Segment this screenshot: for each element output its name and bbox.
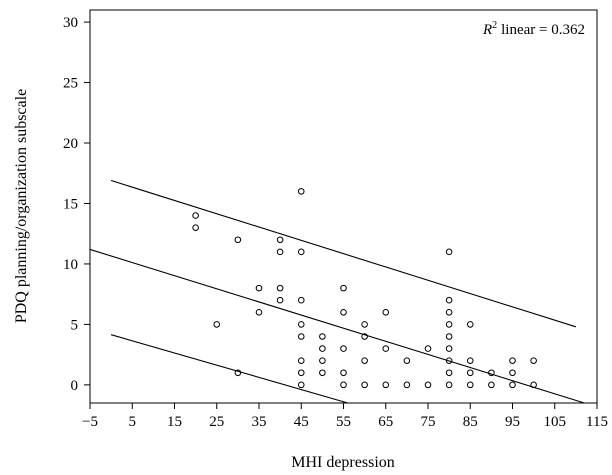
data-point [361,321,368,328]
data-point [234,369,242,377]
data-point [297,188,305,195]
data-point [403,381,411,389]
data-point [488,381,495,389]
data-point [192,224,199,231]
data-point [276,248,284,256]
r2-symbol: R [482,22,492,38]
r2-annotation: R2 linear = 0.362 [482,20,585,38]
data-point [466,369,474,377]
data-point [403,357,411,364]
data-point [340,309,347,316]
y-axis-ticks: 0 5 10 15 20 25 30 [63,15,90,394]
data-point [234,236,242,244]
data-point [361,381,368,389]
data-point [445,369,453,377]
x-tick-label: 105 [544,414,567,430]
y-axis-label: PDQ planning/organization subscale [13,89,30,323]
data-point [319,369,326,377]
data-point [488,369,495,377]
data-point [340,345,347,352]
data-point [361,333,368,340]
y-tick-label: 25 [63,76,78,92]
data-point [319,357,326,364]
data-point [466,321,474,328]
x-tick-label: 35 [252,414,267,430]
data-point [445,296,453,304]
data-point [445,381,453,389]
data-point [297,369,305,377]
data-point [530,357,537,364]
x-tick-label: 5 [129,414,137,430]
r2-text: linear = 0.362 [501,22,585,38]
data-points [192,188,537,389]
data-point [382,345,390,352]
y-tick-label: 0 [71,378,79,394]
data-point [297,381,305,389]
fit-line [110,334,348,404]
x-tick-label: 115 [586,414,608,430]
data-point [297,333,305,340]
data-point [466,381,474,389]
data-point [445,321,453,328]
data-point [297,357,305,364]
x-tick-label: −5 [82,414,98,430]
data-point [445,309,453,316]
data-point [276,236,284,244]
fit-line [110,179,577,328]
data-point [319,345,326,352]
data-point [361,357,368,364]
x-tick-label: 75 [421,414,436,430]
data-point [509,381,516,389]
x-axis-label: MHI depression [291,454,395,471]
data-point [445,357,453,364]
x-tick-label: 55 [336,414,351,430]
data-point [340,284,347,292]
y-tick-label: 5 [71,317,79,333]
data-point [276,296,284,304]
data-point [340,369,347,377]
x-tick-label: 15 [167,414,182,430]
y-tick-label: 30 [63,15,78,31]
fit-lines [89,179,585,404]
data-point [445,248,453,256]
data-point [466,357,474,364]
fit-line [89,248,585,404]
data-point [530,381,537,389]
data-point [509,357,516,364]
data-point [445,345,453,352]
data-point [255,309,263,316]
x-tick-label: 95 [505,414,520,430]
data-point [509,369,516,377]
y-tick-label: 20 [63,136,78,152]
data-point [297,248,305,256]
x-axis-ticks: −5 5 15 25 35 45 55 65 75 85 95 105 115 [82,403,608,430]
data-point [445,333,453,340]
data-point [297,321,305,328]
y-tick-label: 15 [63,196,78,212]
data-point [382,381,390,389]
x-tick-label: 85 [463,414,478,430]
data-point [192,212,199,219]
plot-frame [89,9,598,404]
x-tick-label: 65 [378,414,393,430]
y-tick-label: 10 [63,257,78,273]
r2-superscript: 2 [492,20,497,31]
data-point [297,296,305,304]
data-point [424,345,432,352]
data-point [424,381,432,389]
data-point [255,284,263,292]
data-point [276,284,284,292]
data-point [213,321,221,328]
x-tick-label: 25 [209,414,224,430]
data-point [340,381,347,389]
data-point [382,309,390,316]
data-point [319,333,326,340]
x-tick-label: 45 [294,414,309,430]
